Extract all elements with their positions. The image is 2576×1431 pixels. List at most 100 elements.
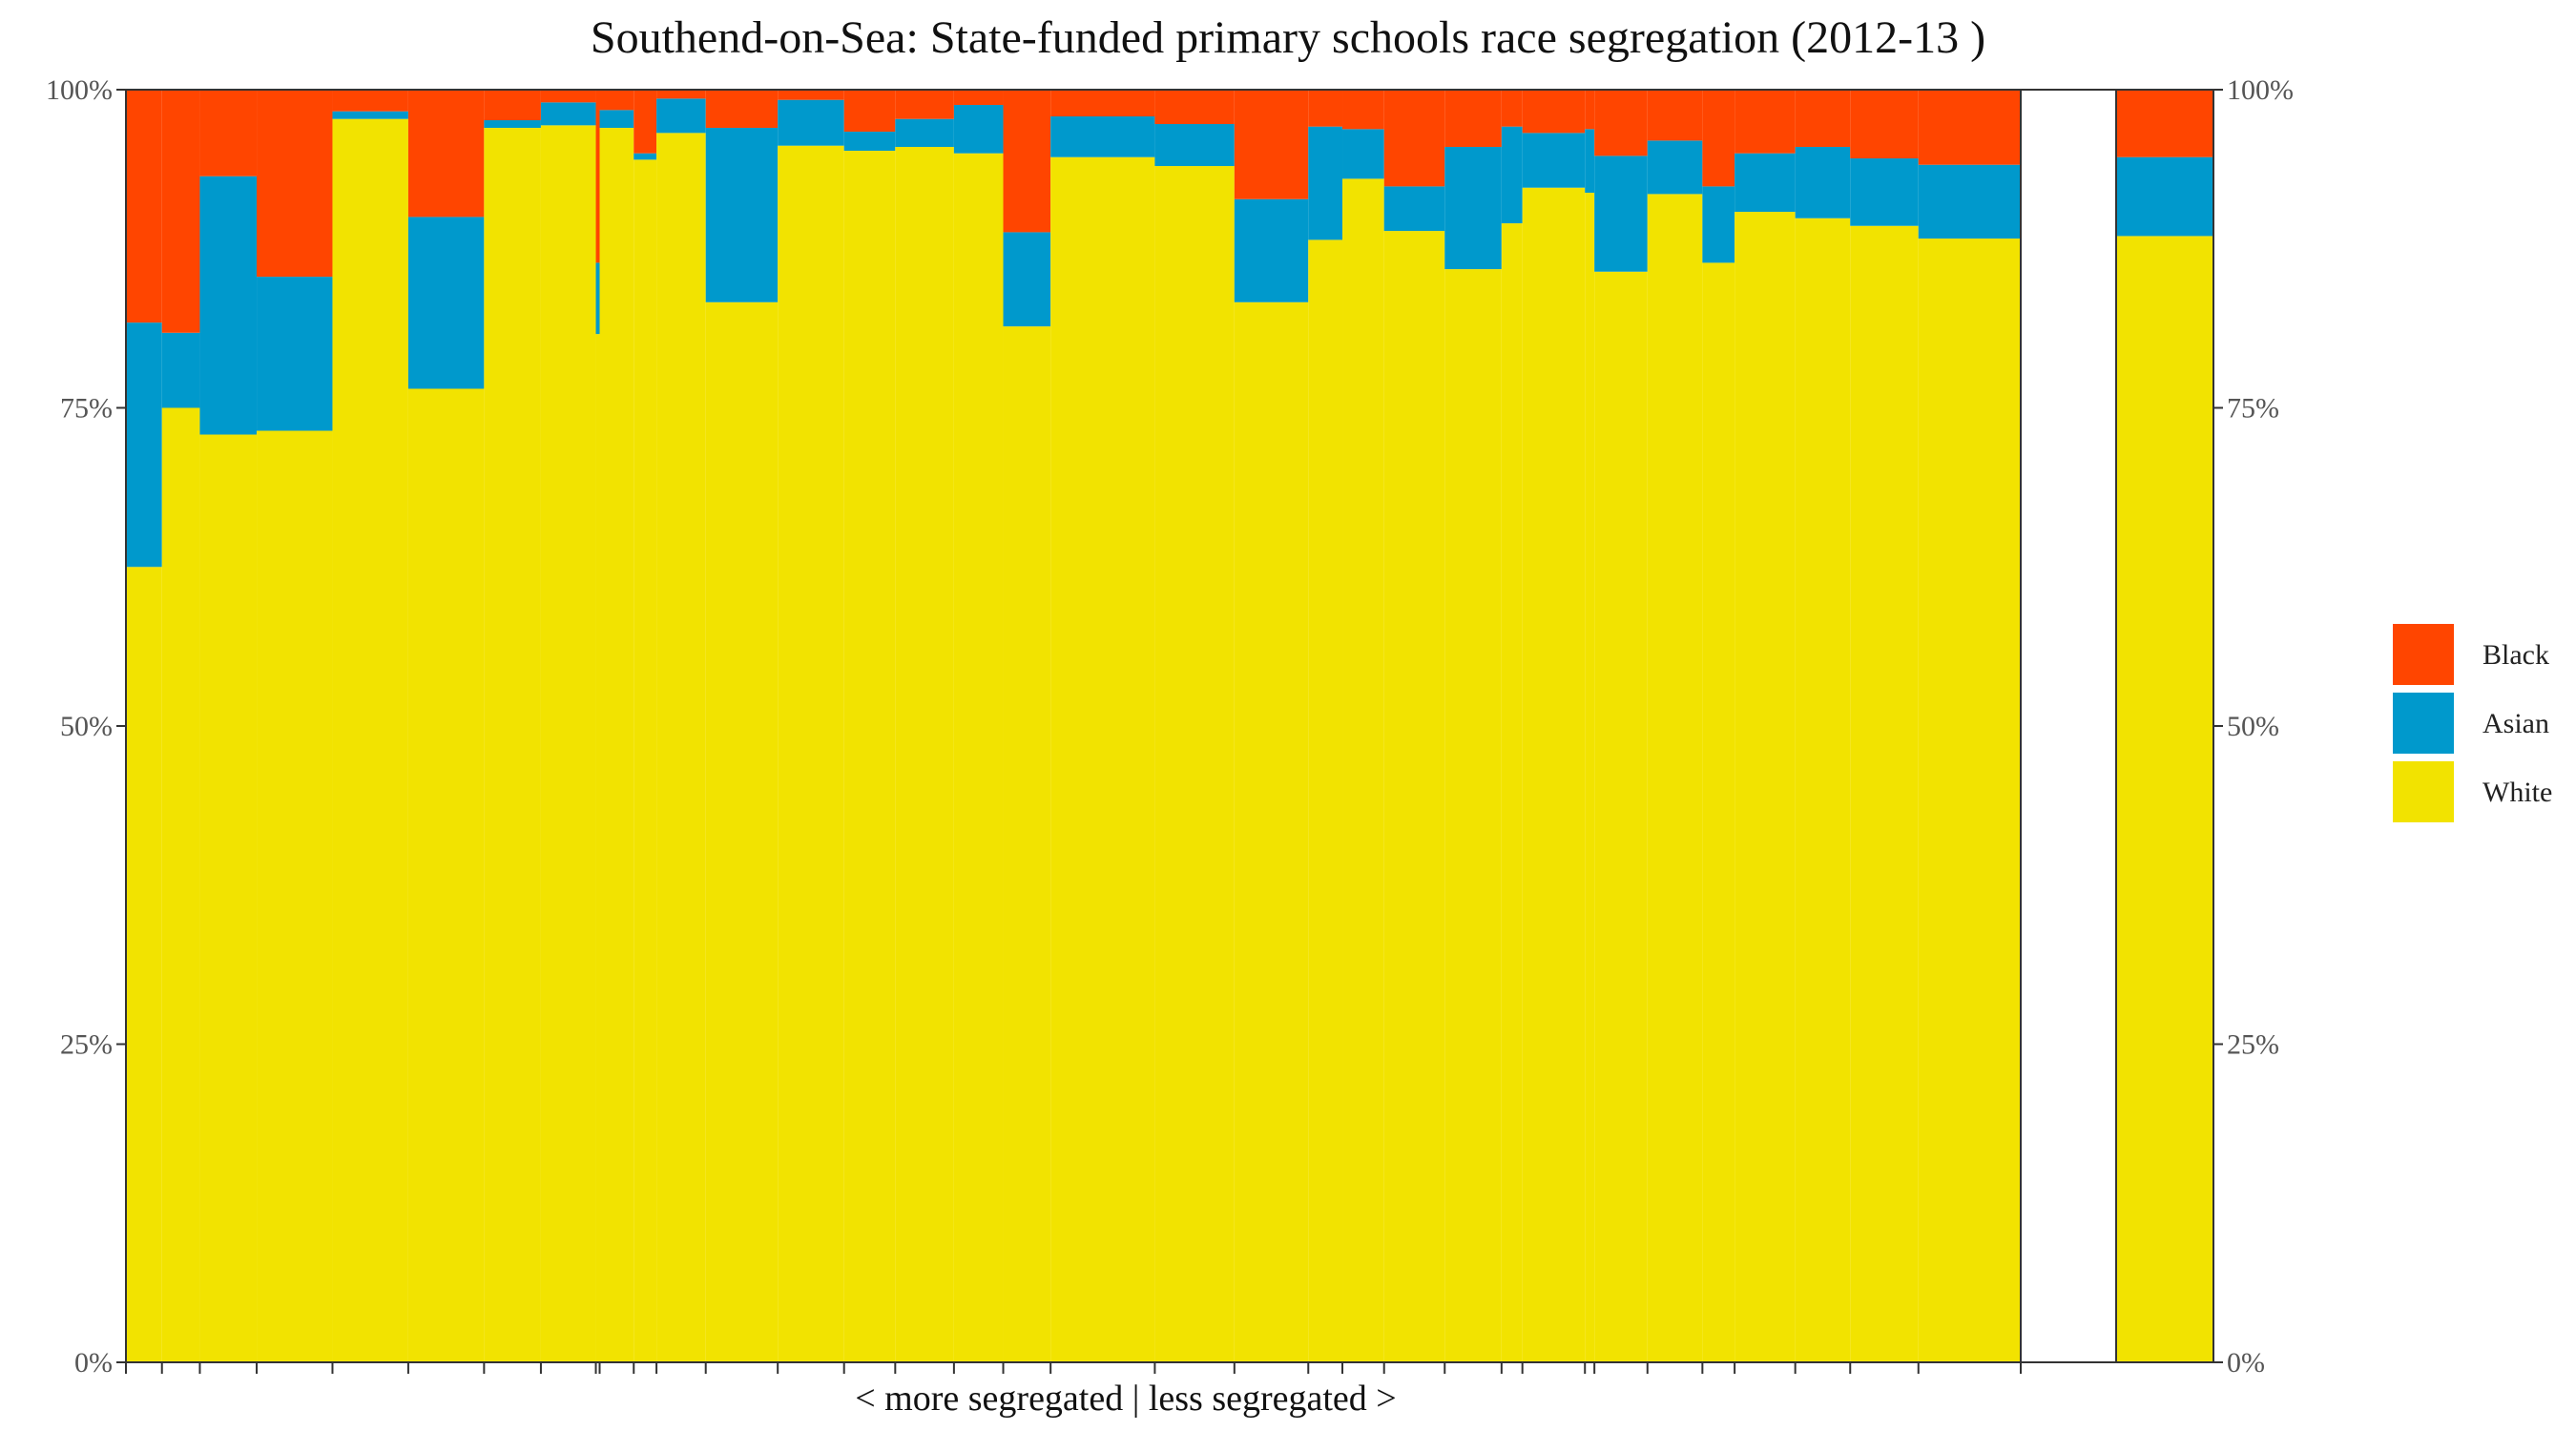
school-4-bar-asian xyxy=(257,277,333,431)
y-axis-left: 0% 25% 50% 75% 100% xyxy=(46,74,126,1379)
school-31-bar-white xyxy=(1702,262,1735,1362)
school-27-bar-asian xyxy=(1522,133,1586,188)
school-30-bar-asian xyxy=(1647,140,1703,195)
school-17-bar-white xyxy=(953,153,1004,1363)
school-8-bar-asian xyxy=(540,102,596,126)
school-29-bar-asian xyxy=(1594,156,1648,272)
school-20-bar-asian xyxy=(1154,124,1235,167)
school-22-bar-asian xyxy=(1308,126,1343,240)
y-tick-left-label: 50% xyxy=(60,711,113,742)
summary-bar-black xyxy=(2116,90,2213,157)
school-21-bar-asian xyxy=(1234,198,1309,302)
school-5-bar-white xyxy=(332,118,408,1362)
school-1-bar-asian xyxy=(126,322,162,568)
school-34-bar-white xyxy=(1850,225,1919,1362)
legend-swatch-white xyxy=(2393,761,2454,822)
school-20-bar-black xyxy=(1154,90,1235,125)
school-7-bar-black xyxy=(484,90,541,121)
school-30-bar-black xyxy=(1647,90,1703,141)
school-16-bar-asian xyxy=(895,118,954,148)
legend-label-asian: Asian xyxy=(2483,708,2549,739)
school-20-bar-white xyxy=(1154,166,1235,1362)
school-21-bar-white xyxy=(1234,301,1309,1362)
school-14-bar-black xyxy=(778,90,844,100)
school-2-bar-white xyxy=(161,407,200,1362)
school-17-bar-asian xyxy=(953,105,1004,154)
legend-label-white: White xyxy=(2483,777,2552,808)
y-tick-left-label: 75% xyxy=(60,393,113,425)
school-29-bar-white xyxy=(1594,271,1648,1363)
school-15-bar-white xyxy=(843,151,896,1363)
school-25-bar-black xyxy=(1444,90,1502,148)
school-5-bar-asian xyxy=(332,111,408,119)
school-28-bar-white xyxy=(1585,193,1595,1363)
school-32-bar-black xyxy=(1735,90,1796,154)
school-26-bar-asian xyxy=(1501,126,1523,224)
school-16-bar-white xyxy=(895,147,954,1362)
summary-bar-asian xyxy=(2116,156,2213,237)
y-tick-left-label: 100% xyxy=(46,74,113,106)
school-14-bar-white xyxy=(778,145,844,1362)
school-15-bar-asian xyxy=(843,132,896,152)
school-3-bar-white xyxy=(199,434,258,1362)
school-26-bar-white xyxy=(1501,223,1523,1362)
y-tick-right-label: 25% xyxy=(2227,1029,2279,1061)
school-28-bar-black xyxy=(1585,90,1595,130)
school-21-bar-black xyxy=(1234,90,1309,199)
y-tick-left-label: 25% xyxy=(60,1029,113,1061)
school-2-bar-black xyxy=(161,90,200,333)
x-axis-label: < more segregated | less segregated > xyxy=(855,1379,1396,1419)
school-19-bar-white xyxy=(1050,156,1155,1362)
school-24-bar-black xyxy=(1383,90,1445,187)
y-tick-right-label: 50% xyxy=(2227,711,2279,742)
school-35-bar-white xyxy=(1918,238,2021,1362)
school-19-bar-asian xyxy=(1050,116,1155,157)
school-9-bar-asian xyxy=(595,262,600,335)
school-31-bar-asian xyxy=(1702,186,1735,263)
school-10-bar-black xyxy=(599,90,634,111)
school-29-bar-black xyxy=(1594,90,1648,156)
y-tick-right-label: 100% xyxy=(2227,74,2294,106)
school-9-bar-white xyxy=(595,334,600,1363)
school-25-bar-asian xyxy=(1444,147,1502,270)
school-33-bar-asian xyxy=(1795,147,1851,218)
school-32-bar-asian xyxy=(1735,153,1796,213)
school-8-bar-black xyxy=(540,90,596,103)
school-15-bar-black xyxy=(843,90,896,133)
school-2-bar-asian xyxy=(161,332,200,408)
school-17-bar-black xyxy=(953,90,1004,106)
y-tick-right-label: 75% xyxy=(2227,393,2279,425)
school-14-bar-asian xyxy=(778,99,844,146)
school-23-bar-black xyxy=(1342,90,1384,130)
school-34-bar-black xyxy=(1850,90,1919,159)
x-axis-ticks xyxy=(125,1362,2022,1374)
school-12-bar-black xyxy=(656,90,706,99)
school-33-bar-black xyxy=(1795,90,1851,148)
school-8-bar-white xyxy=(540,125,596,1362)
chart-title: Southend-on-Sea: State-funded primary sc… xyxy=(590,12,1986,63)
school-25-bar-white xyxy=(1444,269,1502,1362)
school-11-bar-black xyxy=(634,90,657,154)
school-31-bar-black xyxy=(1702,90,1735,187)
school-3-bar-black xyxy=(199,90,258,176)
school-6-bar-white xyxy=(407,388,485,1362)
school-32-bar-white xyxy=(1735,212,1796,1363)
school-11-bar-asian xyxy=(634,153,657,160)
school-5-bar-black xyxy=(332,90,408,112)
school-6-bar-asian xyxy=(407,217,485,389)
school-16-bar-black xyxy=(895,90,954,119)
school-24-bar-asian xyxy=(1383,186,1445,232)
school-35-bar-black xyxy=(1918,90,2021,165)
school-19-bar-black xyxy=(1050,90,1155,117)
school-12-bar-asian xyxy=(656,98,706,134)
school-24-bar-white xyxy=(1383,231,1445,1363)
school-33-bar-white xyxy=(1795,218,1851,1362)
school-4-bar-black xyxy=(257,90,333,278)
school-13-bar-white xyxy=(705,301,779,1362)
summary-bar-white xyxy=(2116,236,2213,1362)
school-13-bar-asian xyxy=(705,128,779,302)
school-9-bar-black xyxy=(595,90,600,263)
school-22-bar-white xyxy=(1308,239,1343,1363)
school-6-bar-black xyxy=(407,90,485,218)
